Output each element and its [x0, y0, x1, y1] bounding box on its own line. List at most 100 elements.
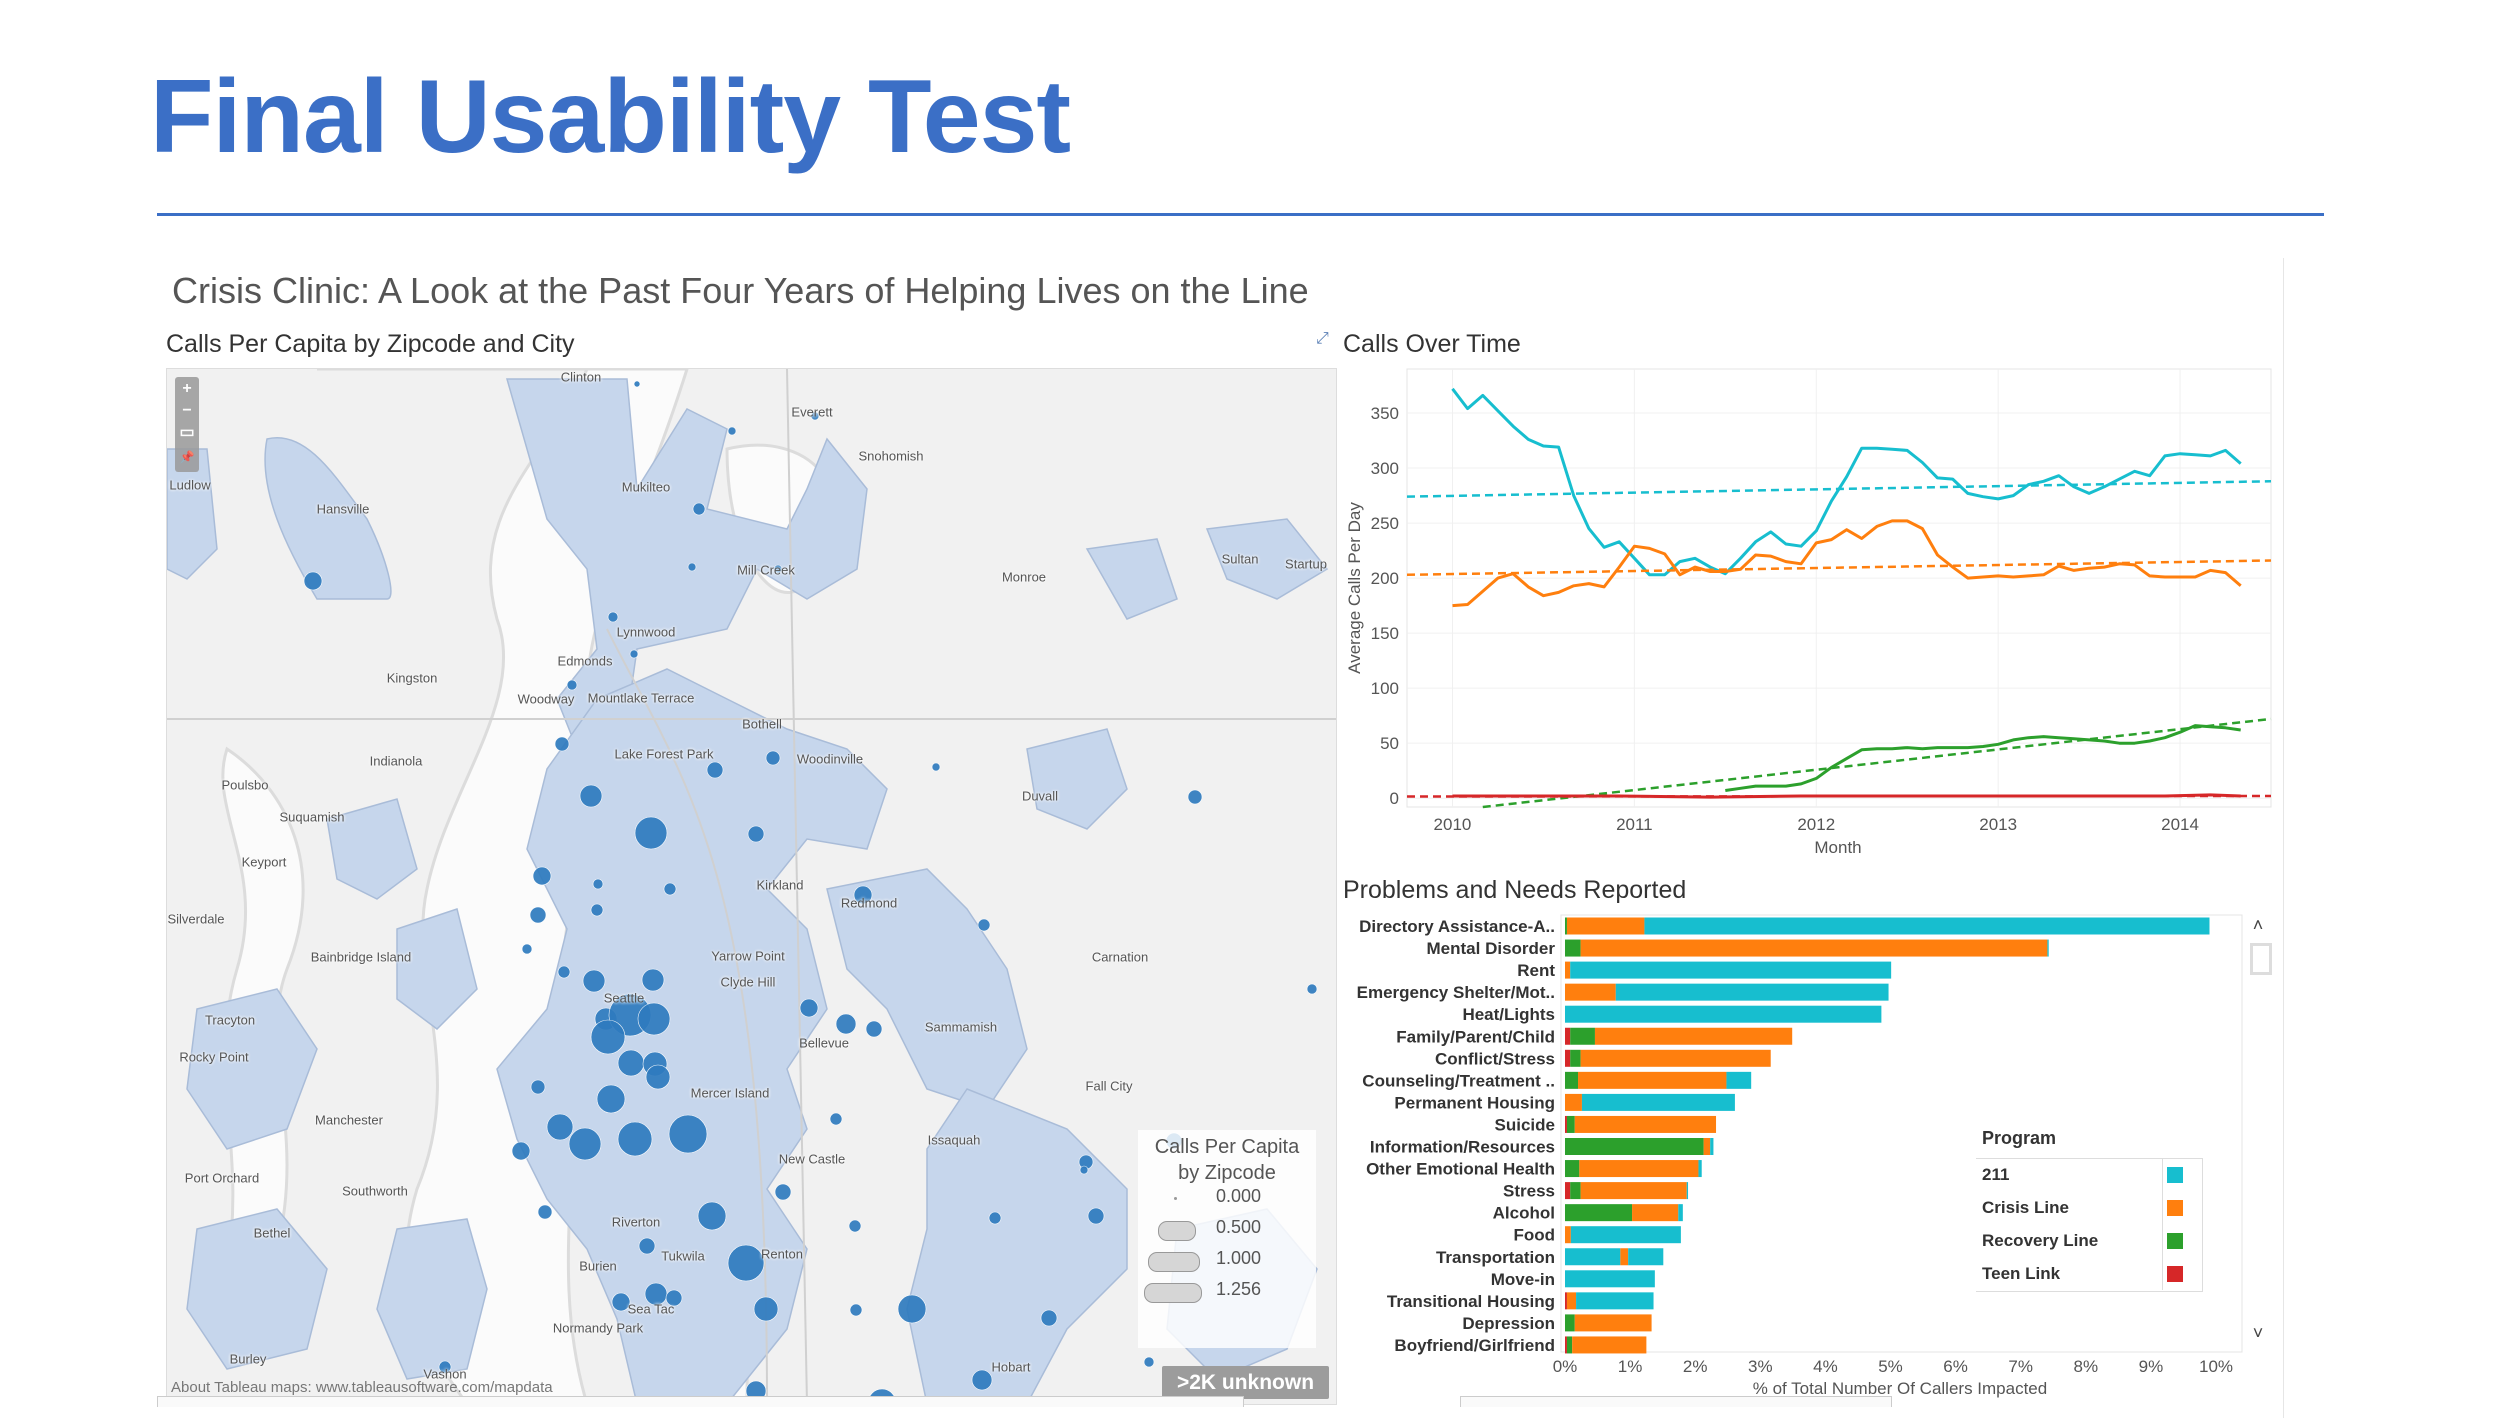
zipcode-bubble[interactable] [765, 750, 781, 766]
zipcode-bubble[interactable] [853, 885, 873, 905]
zipcode-bubble[interactable] [747, 825, 765, 843]
zipcode-bubble[interactable] [1040, 1309, 1058, 1327]
zipcode-bubble[interactable] [590, 1019, 626, 1055]
zipcode-bubble[interactable] [590, 903, 604, 917]
zipcode-bubble[interactable] [532, 866, 552, 886]
zipcode-bubble[interactable] [774, 1183, 792, 1201]
zipcode-bubble[interactable] [303, 571, 323, 591]
zipcode-bubble[interactable] [799, 998, 819, 1018]
zipcode-bubble[interactable] [835, 1013, 857, 1035]
zipcode-bubble[interactable] [566, 679, 578, 691]
expand-icon[interactable]: ⤢ [1316, 330, 1329, 347]
zipcode-bubble[interactable] [1143, 1356, 1155, 1368]
zipcode-bubble[interactable] [971, 1369, 993, 1391]
zipcode-bubble[interactable] [579, 784, 603, 808]
zipcode-bubble[interactable] [663, 882, 677, 896]
city-label: Issaquah [927, 1132, 981, 1148]
city-label: Keyport [241, 854, 287, 870]
bar-scrollbar[interactable]: ˄ ˅ [2245, 915, 2272, 1352]
zipcode-bubble[interactable] [1187, 789, 1203, 805]
zipcode-bubble[interactable] [645, 1064, 671, 1090]
zipcode-bubble[interactable] [617, 1121, 653, 1157]
pin-icon[interactable]: 📌 [179, 450, 195, 464]
roads [167, 369, 1336, 1404]
city-label: Everett [791, 404, 833, 420]
legend-row: 0.500 [1138, 1217, 1316, 1243]
zipcode-bubble[interactable] [1306, 983, 1318, 995]
zipcode-bubble[interactable] [773, 564, 783, 574]
scroll-down-icon[interactable]: ˅ [2252, 1323, 2264, 1343]
zipcode-bubble[interactable] [592, 878, 604, 890]
city-label: Mercer Island [690, 1085, 770, 1101]
zipcode-bubble[interactable] [687, 562, 697, 572]
city-label: Port Orchard [184, 1170, 260, 1186]
zipcode-bubble[interactable] [634, 816, 668, 850]
zipcode-bubble[interactable] [596, 1084, 626, 1114]
zipcode-bubble[interactable] [829, 1112, 843, 1126]
zipcode-bubble[interactable] [530, 1079, 546, 1095]
zipcode-bubble[interactable] [521, 943, 533, 955]
zipcode-bubble[interactable] [692, 502, 706, 516]
zipcode-bubble[interactable] [897, 1294, 927, 1324]
zipcode-bubble[interactable] [633, 380, 641, 388]
zipcode-bubble[interactable] [931, 762, 941, 772]
zipcode-bubble[interactable] [607, 611, 619, 623]
scroll-thumb[interactable] [2250, 943, 2272, 975]
zipcode-bubble[interactable] [668, 1114, 708, 1154]
zipcode-bubble[interactable] [697, 1201, 727, 1231]
zipcode-bubble[interactable] [727, 426, 737, 436]
legend-item-recovery-line[interactable]: Recovery Line [1982, 1225, 2197, 1258]
city-label: Lynnwood [616, 624, 676, 640]
zipcode-bubble[interactable] [641, 968, 665, 992]
legend-item-crisis-line[interactable]: Crisis Line [1982, 1192, 2197, 1225]
zipcode-bubble[interactable] [511, 1141, 531, 1161]
zipcode-bubble[interactable] [1079, 1165, 1089, 1175]
zipcode-bubble[interactable] [637, 1002, 671, 1036]
zipcode-bubble[interactable] [617, 1049, 645, 1077]
zipcode-bubble[interactable] [554, 736, 570, 752]
zipcode-bubble[interactable] [537, 1204, 553, 1220]
zipcode-bubble[interactable] [727, 1244, 765, 1282]
zoom-in-button[interactable]: + [182, 380, 192, 397]
zipcode-map[interactable]: Clinton Everett Snohomish Mukilteo Hansville… [166, 368, 1337, 1405]
map-credit-link[interactable]: About Tableau maps: www.tableausoftware.… [171, 1379, 553, 1396]
zipcode-bubble[interactable] [611, 1292, 631, 1312]
zipcode-bubble[interactable] [546, 1113, 574, 1141]
city-label: Manchester [315, 1112, 383, 1128]
zipcode-bubble[interactable] [810, 411, 820, 421]
zipcode-bubble[interactable] [849, 1303, 863, 1317]
city-label: Renton [761, 1246, 803, 1262]
legend-item-teen-link[interactable]: Teen Link [1982, 1258, 2197, 1291]
chart-bottom-strip [1460, 1396, 1892, 1407]
zipcode-bubble[interactable] [1087, 1207, 1105, 1225]
city-label: Mountlake Terrace [587, 690, 695, 706]
city-label: Burien [579, 1258, 617, 1274]
zipcode-bubble[interactable] [568, 1127, 602, 1161]
zipcode-bubble[interactable] [529, 906, 547, 924]
city-label: New Castle [778, 1151, 846, 1167]
zipcode-bubble[interactable] [638, 1237, 656, 1255]
unknown-locations-button[interactable]: >2K unknown [1162, 1366, 1329, 1399]
city-label: Hobart [991, 1359, 1031, 1375]
zipcode-bubble[interactable] [629, 649, 639, 659]
zipcode-bubble[interactable] [706, 761, 724, 779]
zipcode-bubble[interactable] [977, 918, 991, 932]
zoom-area-icon[interactable]: ▭ [179, 424, 195, 441]
zipcode-bubble[interactable] [988, 1211, 1002, 1225]
map-canvas[interactable] [167, 369, 1336, 1404]
zoom-out-button[interactable]: − [182, 402, 192, 419]
scroll-up-icon[interactable]: ˄ [2252, 915, 2264, 935]
city-label: Kingston [386, 670, 438, 686]
legend-label: 211 [1982, 1165, 2010, 1184]
legend-label: Teen Link [1982, 1264, 2061, 1283]
zipcode-bubble[interactable] [753, 1296, 779, 1322]
zipcode-bubble[interactable] [582, 969, 606, 993]
zipcode-bubble[interactable] [865, 1020, 883, 1038]
zipcode-bubble[interactable] [438, 1360, 452, 1374]
legend-item-211[interactable]: 211 [1982, 1159, 2197, 1192]
zipcode-bubble[interactable] [665, 1289, 683, 1307]
legend-value: 0.500 [1216, 1217, 1262, 1237]
zipcode-bubble[interactable] [848, 1219, 862, 1233]
map-controls: + − ▭ 📌 [175, 377, 199, 472]
zipcode-bubble[interactable] [557, 965, 571, 979]
